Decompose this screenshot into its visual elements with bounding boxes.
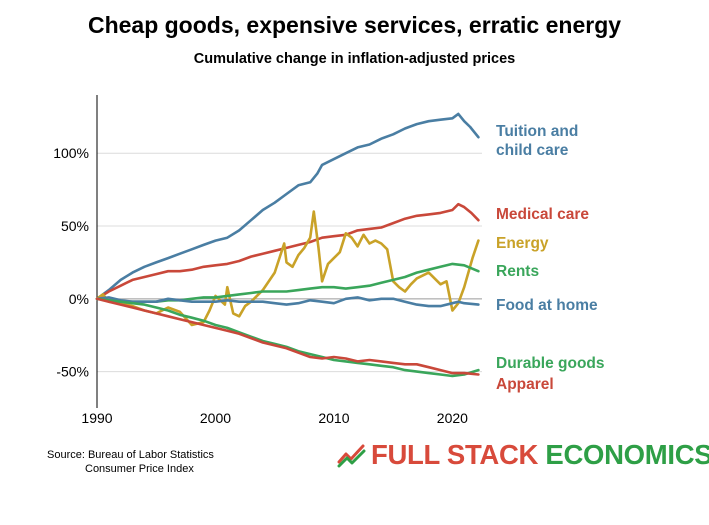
trend-check-icon [337, 444, 366, 468]
chart-subtitle: Cumulative change in inflation-adjusted … [193, 51, 516, 67]
series-line-energy [95, 210, 480, 327]
series-line-apparel [95, 297, 480, 376]
series-label-energy: Energy [496, 235, 549, 252]
y-tick-label: 0% [69, 291, 89, 307]
source-note: Source: Bureau of Labor Statistics Consu… [47, 448, 214, 476]
series-label-medical-care: Medical care [496, 206, 589, 223]
y-tick-label: -50% [56, 364, 89, 380]
series-label-line: child care [496, 142, 569, 159]
series-line-durable-goods [95, 297, 480, 378]
chart-title: Cheap goods, expensive services, erratic… [87, 12, 622, 38]
series-label-line: Energy [496, 235, 549, 252]
x-tick-label: 2020 [437, 410, 468, 426]
y-tick-label: 50% [61, 218, 89, 234]
series-label-food-at-home: Food at home [496, 297, 598, 314]
series-label-line: Medical care [496, 206, 589, 223]
series-label-line: Food at home [496, 297, 598, 314]
series-line-tuition-and-child-care [95, 112, 480, 301]
y-tick-label: 100% [53, 145, 89, 161]
series-label-line: Apparel [496, 376, 554, 393]
source-line-1: Source: Bureau of Labor Statistics [47, 449, 214, 461]
source-line-2: Consumer Price Index [85, 463, 194, 475]
series-label-line: Durable goods [496, 355, 605, 372]
logo-word-economics: ECONOMICS [545, 439, 709, 470]
series-label-line: Rents [496, 263, 539, 280]
x-tick-label: 2010 [318, 410, 349, 426]
series-label-tuition-and-child-care: Tuition and child care [496, 123, 578, 159]
series-label-apparel: Apparel [496, 376, 554, 393]
series-line-food-at-home [95, 296, 480, 308]
x-tick-label: 2000 [200, 410, 231, 426]
logo-word-full-stack: FULL STACK [371, 439, 539, 470]
x-tick-label: 1990 [81, 410, 112, 426]
series-line-medical-care [95, 202, 480, 301]
series-line-rents [95, 262, 480, 303]
series-label-rents: Rents [496, 263, 539, 280]
full-stack-economics-logo: FULL STACK ECONOMICS [337, 438, 709, 472]
series-label-durable-goods: Durable goods [496, 355, 605, 372]
series-label-line: Tuition and [496, 123, 578, 140]
